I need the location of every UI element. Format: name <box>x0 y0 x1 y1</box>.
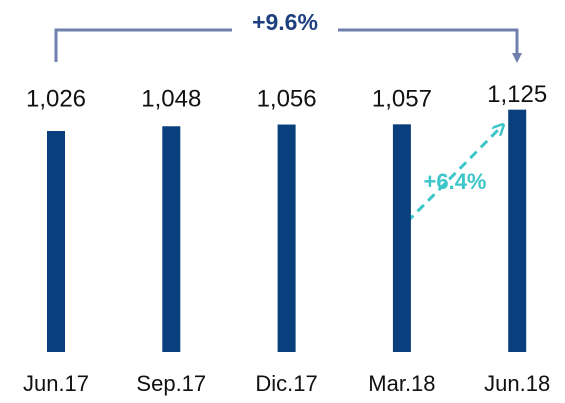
value-label: 1,026 <box>26 85 86 112</box>
value-label: 1,057 <box>372 85 432 112</box>
bar <box>162 126 181 352</box>
x-tick-label: Sep.17 <box>136 371 206 396</box>
x-tick-label: Jun.17 <box>23 371 89 396</box>
x-tick-label: Mar.18 <box>368 371 435 396</box>
bracket <box>54 28 517 62</box>
bar <box>392 124 411 352</box>
x-tick-label: Jun.18 <box>484 371 550 396</box>
x-tick-label: Dic.17 <box>255 371 317 396</box>
growth-arrow <box>405 128 500 224</box>
bar <box>508 109 527 352</box>
annotation: +9.6% <box>252 9 318 35</box>
value-label: 1,056 <box>257 85 317 112</box>
bar <box>277 124 296 352</box>
value-label: 1,125 <box>487 81 547 108</box>
bar <box>47 130 65 352</box>
value-label: 1,048 <box>141 85 201 112</box>
annotation: +6.4% <box>424 169 487 194</box>
